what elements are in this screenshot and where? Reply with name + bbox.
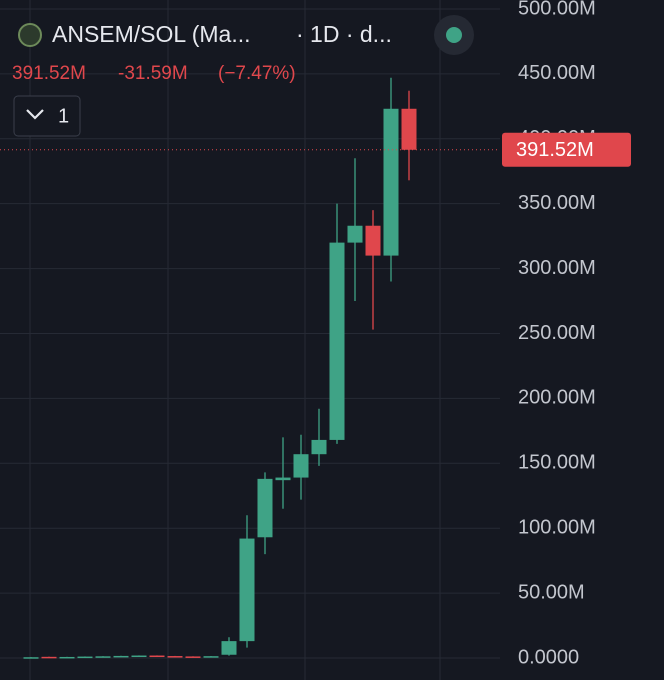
candle-body <box>383 108 399 256</box>
y-tick-label: 100.00M <box>518 516 596 538</box>
candle-body <box>41 656 57 659</box>
candle-body <box>77 656 93 659</box>
y-tick-label: 150.00M <box>518 452 596 474</box>
last-price-text: 391.52M <box>12 63 86 84</box>
candle-body <box>275 477 291 481</box>
candle-body <box>185 656 201 658</box>
y-tick-label: 500.00M <box>518 0 596 19</box>
candle-body <box>149 655 165 658</box>
status-dot <box>446 27 462 43</box>
candle-body <box>239 538 255 642</box>
candle-body <box>23 657 39 659</box>
y-tick-label: 0.0000 <box>518 646 579 668</box>
change-text: -31.59M <box>118 63 188 84</box>
symbol-title: ANSEM/SOL (Ma... <box>52 21 251 47</box>
candle-body <box>365 225 381 256</box>
interval-text: · 1D · d... <box>296 21 392 47</box>
candle-body <box>59 656 75 659</box>
y-tick-label: 250.00M <box>518 322 596 344</box>
y-tick-label: 200.00M <box>518 387 596 409</box>
candle-body <box>347 225 363 243</box>
pane-label: 1 <box>58 105 69 127</box>
y-tick-label: 50.00M <box>518 581 585 603</box>
last-price-badge <box>502 132 631 167</box>
candle-body <box>203 656 219 658</box>
y-tick-label: 300.00M <box>518 257 596 279</box>
candle-body <box>95 656 111 658</box>
pane-toggle[interactable] <box>13 95 81 137</box>
last-price-badge-text: 391.52M <box>516 139 594 161</box>
candle-body <box>311 439 327 455</box>
header: ANSEM/SOL (Ma... · 1D · d... 391.52M -31… <box>12 15 474 137</box>
candle-body <box>167 656 183 658</box>
candle-body <box>131 655 147 658</box>
candle-body <box>113 655 129 658</box>
candle-body <box>257 478 273 538</box>
candle-body <box>329 242 345 440</box>
y-tick-label: 450.00M <box>518 62 596 84</box>
change-pct-text: (−7.47%) <box>218 63 296 84</box>
candle-body <box>293 454 309 478</box>
chevron-icon <box>26 109 44 120</box>
candle-body <box>401 108 417 150</box>
y-tick-label: 350.00M <box>518 192 596 214</box>
logo <box>18 23 42 47</box>
candle-body <box>221 641 237 655</box>
plot-area <box>0 8 500 659</box>
